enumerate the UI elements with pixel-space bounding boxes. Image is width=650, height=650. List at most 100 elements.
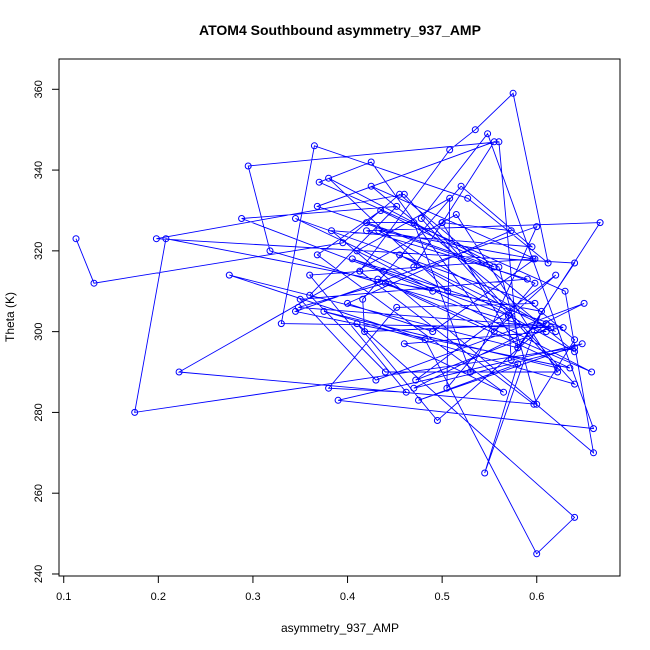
data-point	[367, 182, 375, 190]
data-point	[467, 368, 474, 376]
data-point	[523, 275, 531, 283]
data-point	[446, 146, 454, 154]
data-point	[566, 364, 574, 372]
data-point	[590, 449, 597, 457]
data-point	[400, 340, 408, 348]
x-tick-label: 0.6	[529, 591, 544, 603]
y-tick-label: 260	[33, 484, 45, 502]
data-point	[490, 138, 498, 146]
data-point	[294, 303, 302, 311]
data-point	[72, 235, 80, 243]
x-tick-label: 0.2	[151, 591, 166, 603]
y-tick-label: 320	[33, 242, 45, 260]
data-point	[571, 513, 579, 521]
data-point	[363, 227, 370, 235]
y-tick-label: 280	[33, 403, 45, 421]
data-point	[380, 267, 387, 275]
data-point	[320, 307, 328, 315]
data-point	[495, 263, 503, 271]
data-point	[313, 202, 321, 210]
data-point	[444, 287, 452, 295]
data-point	[410, 219, 418, 227]
data-point	[531, 255, 539, 263]
y-tick-label: 360	[33, 80, 45, 98]
data-point	[152, 235, 160, 243]
data-point	[356, 267, 364, 275]
data-point	[542, 328, 550, 336]
data-point	[504, 312, 512, 319]
data-point	[514, 344, 522, 352]
data-point	[374, 275, 382, 283]
data-point	[559, 324, 567, 332]
data-point	[571, 336, 579, 344]
data-point	[438, 219, 446, 227]
x-axis: 0.1 0.2 0.3 0.4 0.5 0.6	[56, 576, 544, 603]
data-point	[377, 207, 385, 214]
data-point	[561, 287, 569, 295]
y-axis: 240 260 280 300 320 340 360	[33, 80, 59, 583]
data-point	[552, 271, 560, 279]
data-point	[410, 384, 418, 392]
data-point	[381, 368, 389, 376]
plot-frame	[58, 58, 621, 577]
data-point	[542, 320, 550, 328]
data-point	[481, 469, 489, 477]
data-point	[238, 215, 246, 222]
data-point	[375, 227, 383, 235]
data-point	[396, 251, 404, 259]
y-tick-label: 240	[33, 565, 45, 583]
data-point	[507, 227, 515, 235]
data-point	[353, 247, 361, 255]
data-point	[313, 251, 321, 259]
data-point	[554, 364, 562, 372]
data-point	[433, 417, 441, 424]
data-point	[381, 279, 389, 287]
data-point	[372, 376, 380, 384]
data-point	[292, 215, 299, 222]
chart-title: ATOM4 Southbound asymmetry_937_AMP	[199, 22, 481, 38]
data-point	[429, 287, 437, 295]
x-tick-label: 0.1	[56, 591, 71, 603]
data-point	[509, 89, 517, 97]
data-point	[533, 550, 541, 558]
data-point	[490, 328, 498, 336]
data-point	[484, 130, 492, 138]
data-point	[415, 396, 422, 404]
data-point	[393, 303, 401, 311]
data-point	[530, 400, 538, 408]
data-point	[571, 348, 579, 356]
data-point	[457, 182, 465, 190]
data-point	[429, 328, 437, 336]
data-point	[328, 227, 335, 235]
data-point	[225, 271, 233, 279]
data-point	[367, 158, 375, 166]
data-point	[402, 388, 410, 396]
data-point	[571, 259, 579, 267]
data-point	[400, 190, 408, 198]
data-point	[310, 142, 318, 150]
data-point	[533, 223, 541, 231]
series-lines	[75, 92, 601, 555]
data-point	[325, 174, 333, 182]
data-point	[529, 255, 537, 263]
data-point	[580, 299, 588, 307]
data-point	[315, 178, 323, 186]
data-point	[507, 356, 515, 364]
data-point	[348, 255, 356, 263]
y-tick-label: 300	[33, 322, 45, 340]
data-point	[578, 340, 586, 348]
data-point	[590, 425, 597, 433]
data-point	[353, 320, 361, 328]
data-point	[131, 408, 139, 416]
data-point	[361, 328, 369, 336]
data-point	[533, 400, 541, 408]
data-point	[588, 368, 596, 376]
data-point	[421, 336, 429, 344]
y-axis-label: Theta (K)	[3, 292, 17, 342]
data-point	[175, 368, 183, 376]
data-point	[554, 368, 562, 376]
data-point	[531, 299, 539, 307]
data-point	[547, 324, 555, 332]
data-point	[410, 263, 418, 271]
data-point	[339, 239, 347, 247]
